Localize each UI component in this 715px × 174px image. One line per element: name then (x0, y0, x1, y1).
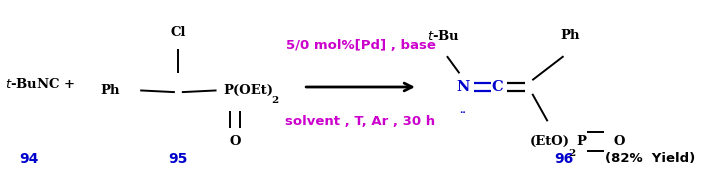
Text: Ph: Ph (561, 29, 581, 42)
Text: N: N (456, 80, 470, 94)
Text: Ph: Ph (100, 84, 119, 97)
Text: 5/0 mol%[Pd] , base: 5/0 mol%[Pd] , base (285, 39, 435, 52)
Text: Cl: Cl (171, 26, 186, 39)
Text: P(OEt): P(OEt) (224, 84, 273, 97)
Text: (82%  Yield): (82% Yield) (605, 152, 696, 165)
Text: 94: 94 (19, 152, 39, 166)
Text: 96: 96 (554, 152, 573, 166)
Text: ··: ·· (460, 108, 466, 117)
Text: 2: 2 (568, 149, 576, 158)
Text: C: C (492, 80, 503, 94)
Text: solvent , T, Ar , 30 h: solvent , T, Ar , 30 h (285, 115, 435, 128)
Text: $t$-Bu: $t$-Bu (427, 29, 460, 43)
Text: O: O (613, 135, 625, 148)
Text: O: O (230, 135, 241, 148)
Text: (EtO): (EtO) (531, 135, 571, 148)
Text: $t$-BuNC +: $t$-BuNC + (5, 77, 75, 91)
Text: 2: 2 (272, 96, 279, 105)
Text: 95: 95 (169, 152, 188, 166)
Text: P: P (576, 135, 586, 148)
